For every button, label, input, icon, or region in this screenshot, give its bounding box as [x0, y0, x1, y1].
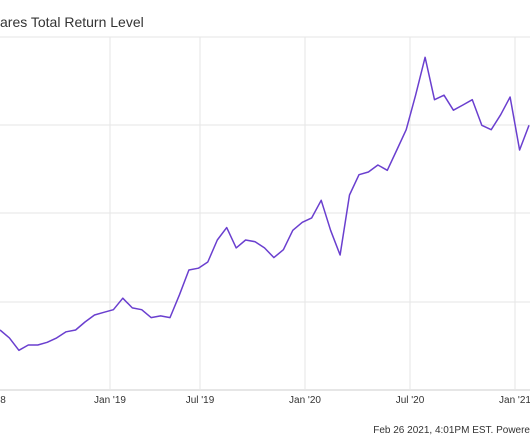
- x-tick-label: Jul '19: [186, 395, 215, 406]
- line-series: [0, 56, 530, 352]
- x-tick-label: 8: [0, 395, 6, 406]
- x-tick-label: Jul '20: [396, 395, 425, 406]
- chart-title: ares Total Return Level: [0, 14, 144, 30]
- x-tick-label: Jan '19: [94, 395, 126, 406]
- x-tick-label: Jan '21: [499, 395, 530, 406]
- footer: Feb 26 2021, 4:01PM EST. Powere: [373, 425, 530, 436]
- x-tick-label: Jan '20: [289, 395, 321, 406]
